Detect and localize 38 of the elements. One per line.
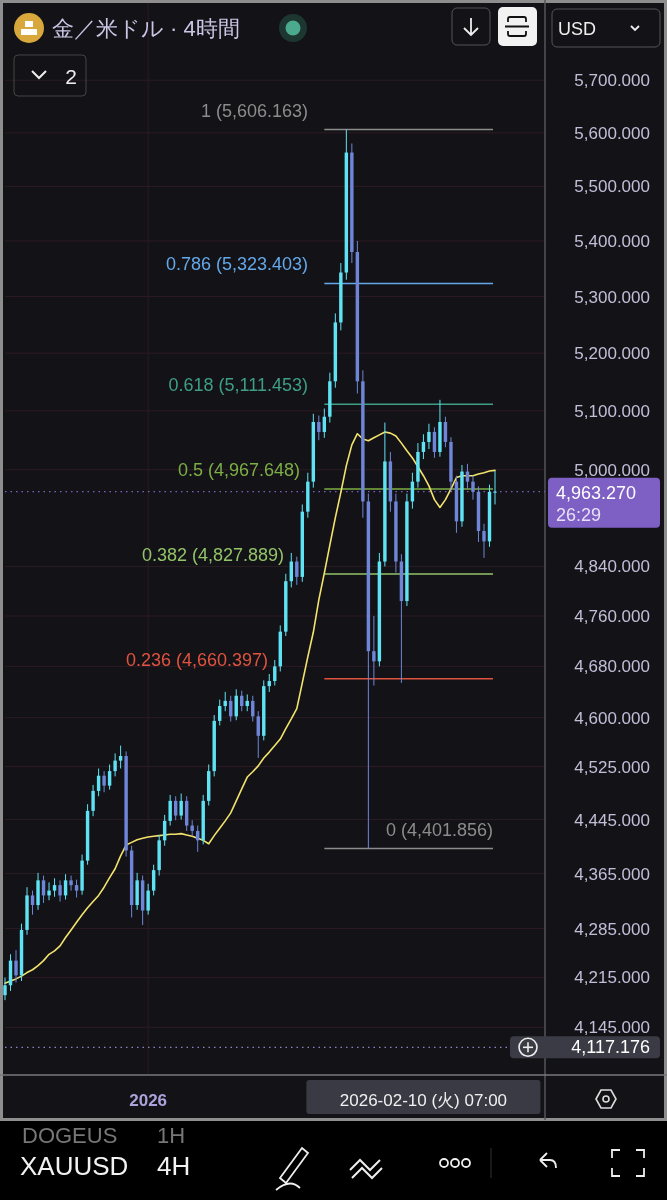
ref-line-label: 0.618 (5,111.453) (168, 375, 308, 396)
y-tick-label: 5,400.000 (574, 231, 650, 251)
y-tick-label: 4,445.000 (574, 810, 650, 830)
ref-line-label: 4,963.270 (556, 482, 637, 503)
y-tick-label: 5,700.000 (574, 71, 650, 91)
text: 1H (157, 1123, 186, 1148)
y-tick-label: 4,215.000 (574, 968, 650, 988)
y-tick-label: 4,760.000 (574, 607, 650, 626)
y-tick-label: 5,600.000 (574, 123, 650, 143)
ref-line-label: 0.5 (4,967.648) (177, 460, 300, 481)
y-tick-label: 4,840.000 (574, 557, 650, 577)
y-tick-label: 5,200.000 (574, 344, 650, 364)
y-tick-label: 5,100.000 (574, 401, 650, 421)
ref-line-label: 0.236 (4,660.397) (125, 649, 268, 670)
text: 金／米ドル · 4時間 (52, 16, 240, 41)
y-tick-label: 4,600.000 (574, 708, 650, 728)
y-tick-label: 5,300.000 (574, 287, 650, 307)
text: 4H (157, 1151, 191, 1181)
annotation: 2 (65, 65, 77, 88)
y-tick-label: 5,500.000 (574, 177, 650, 197)
x-tick-label: 2026 (129, 1091, 168, 1110)
y-tick-label: 4,525.000 (574, 757, 650, 777)
price-label: 4,117.176 (510, 1036, 660, 1059)
price-label: 4,963.270 26:29 (548, 477, 660, 528)
text: XAUUSD (20, 1151, 129, 1181)
ref-line-label: 1 (5,606.163) (200, 100, 308, 121)
ref-line-label: 0.382 (4,827.889) (141, 544, 284, 565)
ref-line-label: 0.786 (5,323.403) (165, 254, 308, 275)
y-tick-label: 4,145.000 (574, 1018, 650, 1038)
y-tick-label: 5,000.000 (574, 460, 650, 480)
text: USD (558, 19, 597, 39)
x-tick-label: 2026-02-10 (火) 07:00 (339, 1091, 508, 1110)
y-tick-label: 4,680.000 (574, 657, 650, 677)
y-tick-label: 4,365.000 (574, 864, 650, 884)
y-tick-label: 4,285.000 (574, 919, 650, 939)
ref-line-label: 4,117.176 (571, 1037, 650, 1058)
text: DOGEUS (22, 1123, 118, 1148)
ref-line-label: 0 (4,401.856) (385, 819, 493, 840)
